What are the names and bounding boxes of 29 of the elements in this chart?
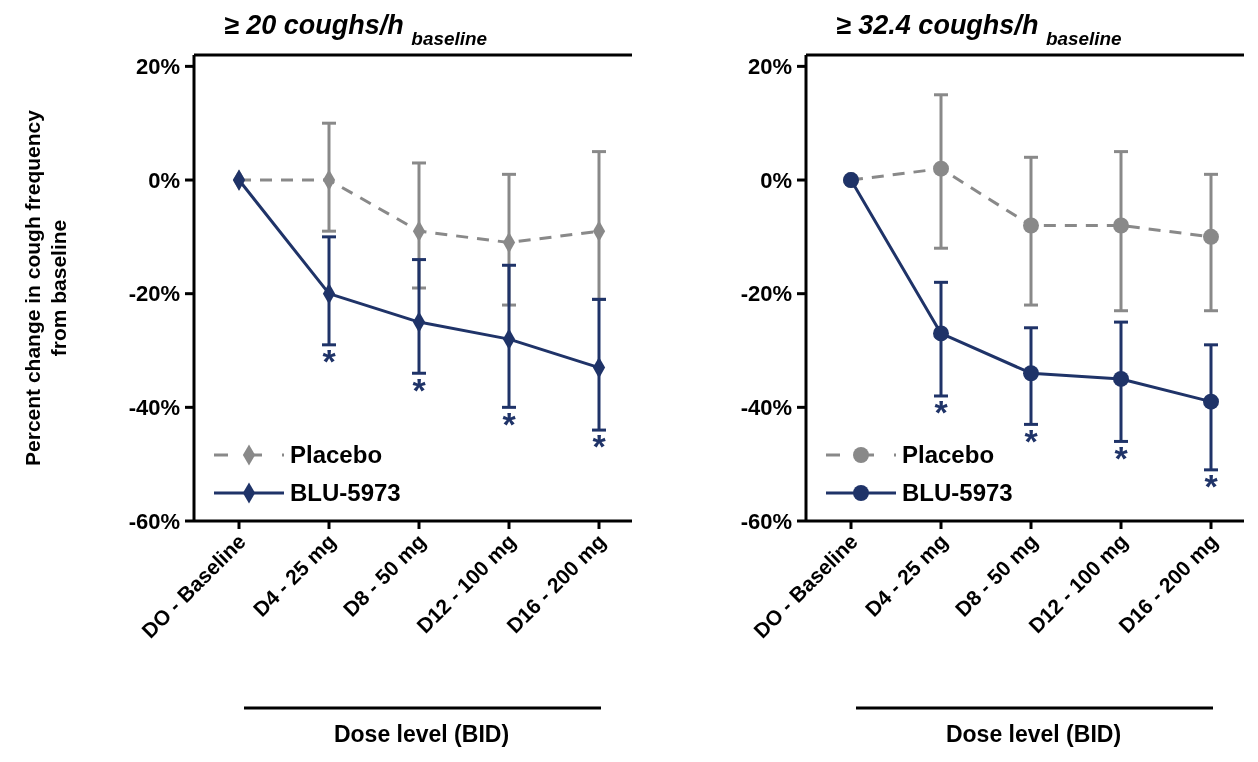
legend-label: BLU-5973 <box>902 479 1013 507</box>
legend-label: Placebo <box>290 441 383 469</box>
annotation: * <box>934 393 949 432</box>
chart-title: ≥ 32.4 coughs/h $_{baseline}$ <box>836 10 1122 49</box>
y-tick-label: -40% <box>740 395 792 421</box>
legend-label: BLU-5973 <box>290 479 401 507</box>
x-tick-label: D4 - 25 mg <box>860 529 952 621</box>
legend-label: Placebo <box>902 441 995 469</box>
y-tick-label: -20% <box>128 281 180 307</box>
y-tick-label: -60% <box>128 508 180 534</box>
annotation: * <box>1024 421 1039 460</box>
x-axis-title: Dose level (BID) <box>945 721 1122 747</box>
y-tick-label: 0% <box>760 167 792 193</box>
y-axis-title: Percent change in cough frequency from baseline <box>20 109 71 466</box>
annotation: * <box>1204 467 1219 506</box>
y-tick-label: -20% <box>740 281 792 307</box>
annotation: * <box>502 404 517 443</box>
x-axis-title: Dose level (BID) <box>333 721 510 747</box>
y-tick-label: 20% <box>135 54 180 80</box>
annotation: * <box>322 342 337 381</box>
x-tick-label: D4 - 25 mg <box>248 529 340 621</box>
chart-title: ≥ 20 coughs/h $_{baseline}$ <box>224 10 487 49</box>
y-tick-label: -60% <box>740 508 792 534</box>
annotation: * <box>412 370 427 409</box>
annotation: * <box>592 427 607 466</box>
y-tick-label: -40% <box>128 395 180 421</box>
y-tick-label: 0% <box>148 167 180 193</box>
annotation: * <box>1114 438 1129 477</box>
y-tick-label: 20% <box>747 54 792 80</box>
